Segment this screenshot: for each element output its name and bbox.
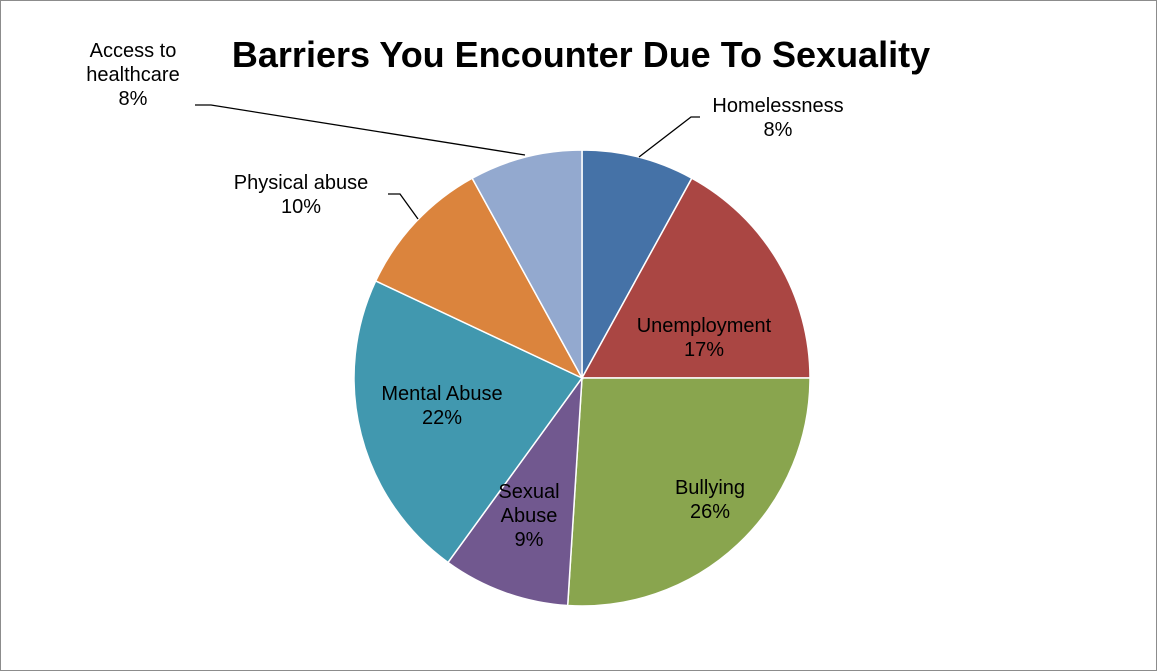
leader-line-access-to-healthcare	[195, 104, 526, 156]
leader-line-homelessness	[638, 116, 700, 158]
data-label-bullying: Bullying 26%	[675, 477, 745, 523]
pie-slice-unemployment	[580, 177, 811, 379]
pie-slices	[353, 149, 811, 607]
data-label-physical-abuse: Physical abuse 10%	[234, 172, 369, 218]
pie-slice-homelessness	[581, 149, 693, 379]
pie-slice-bullying	[566, 377, 811, 607]
slice-labels: Homelessness 8% Unemployment 17% Bullying 26%…	[86, 40, 843, 551]
data-label-mental-abuse: Mental Abuse 22%	[381, 383, 502, 429]
leader-line-physical-abuse	[388, 193, 419, 220]
data-label-homelessness: Homelessness 8%	[712, 95, 843, 141]
pie-slice-sexual-abuse	[446, 375, 583, 607]
leader-lines	[195, 104, 700, 220]
pie-slice-access-to-healthcare	[471, 149, 583, 379]
data-label-access-to-healthcare: Access to healthcare 8%	[86, 40, 179, 110]
chart-title: Barriers You Encounter Due To Sexuality	[232, 34, 930, 75]
pie-slice-physical-abuse	[374, 177, 584, 380]
data-label-sexual-abuse: Sexual Abuse 9%	[498, 481, 559, 551]
data-label-unemployment: Unemployment 17%	[637, 315, 772, 361]
